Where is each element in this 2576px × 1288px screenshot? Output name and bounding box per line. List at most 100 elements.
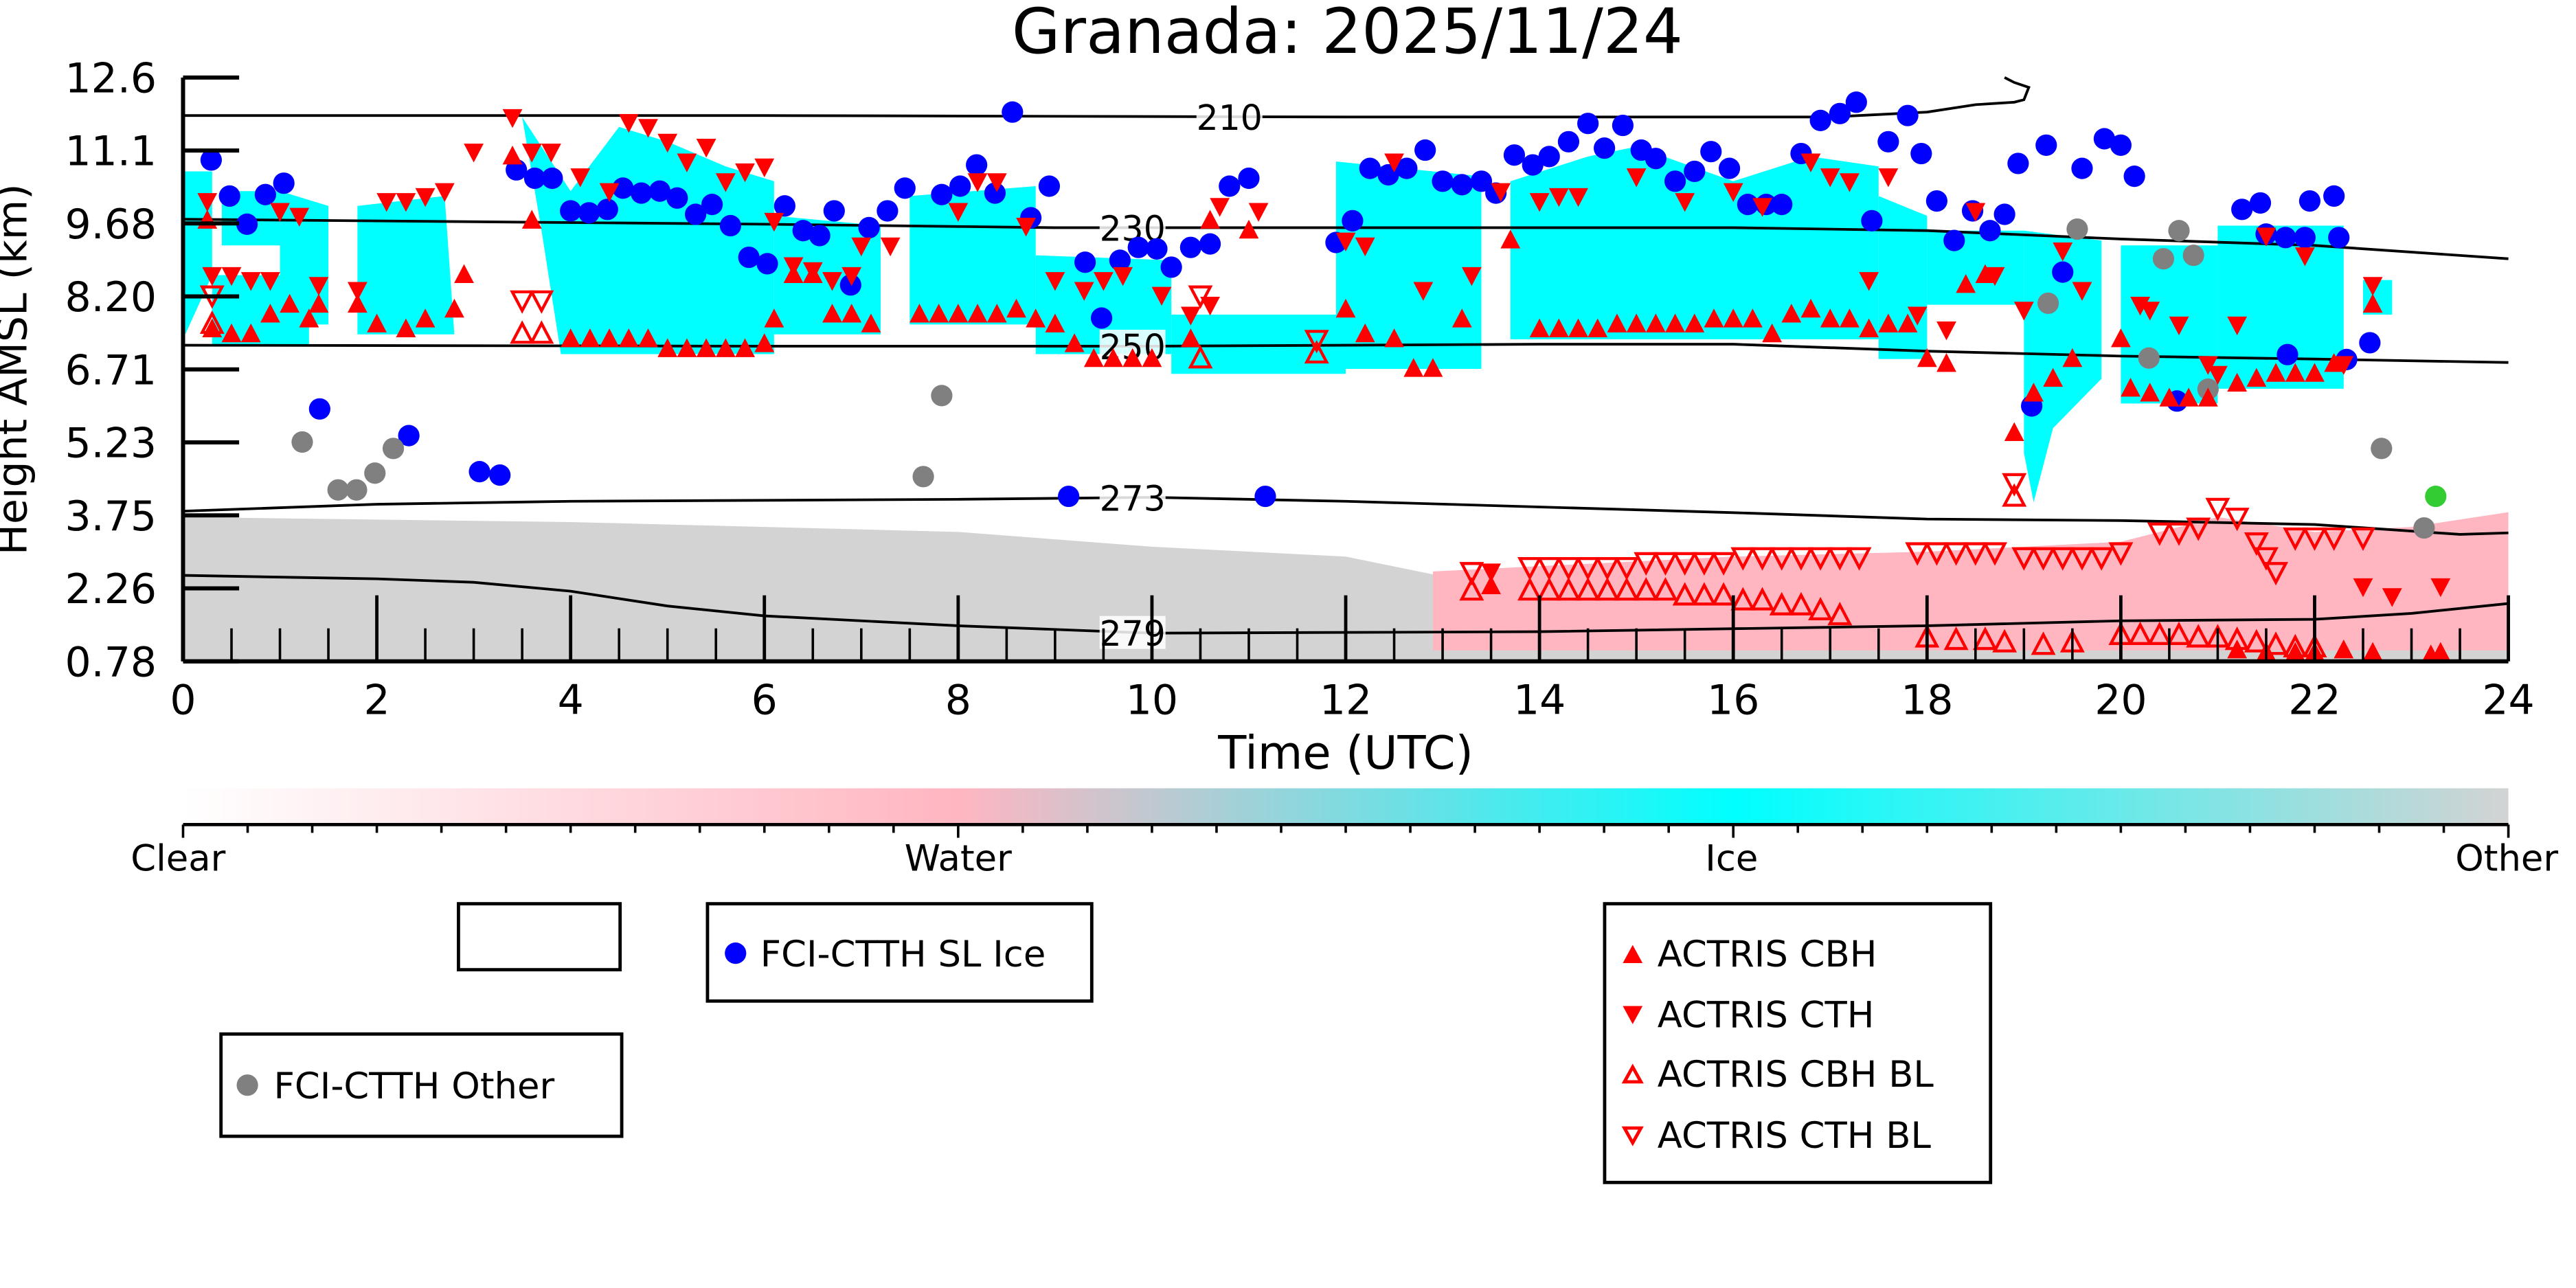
point-fci-ctth-other [912,466,934,488]
point-actris-cbh [1665,313,1685,332]
point-fci-ctth-sl-ice [1877,131,1899,152]
point-fci-ctth-sl-ice [756,253,778,275]
point-actris-cth [434,183,455,203]
point-actris-cbh-bl [2127,621,2153,646]
phase-region-water [1432,512,2509,651]
point-actris-cth-bl [1672,552,1697,576]
point-actris-cbh [754,333,775,352]
point-fci-ctth-sl-ice [2231,199,2253,221]
point-actris-cbh [1083,348,1104,368]
point-fci-ctth-sl-ice [1925,190,1948,212]
point-actris-cth [657,133,678,153]
point-fci-ctth-sl-ice [1845,91,1867,113]
point-fci-ctth-sl-ice [2035,134,2057,156]
point-actris-cbh-bl [1691,582,1717,606]
legend-label-other: FCI-CTTH Other [274,1065,555,1107]
point-actris-cbh [2266,363,2286,382]
point-fci-ctth-sl-ice [738,246,760,269]
point-actris-cbh [1122,348,1143,368]
point-actris-cbh [2159,387,2180,407]
y-axis-label: Height AMSL (km) [0,183,36,555]
point-actris-cth [202,267,223,286]
point-actris-cbh [415,308,436,328]
point-actris-cbh [454,264,474,283]
point-actris-cth [1094,272,1114,291]
point-actris-cth [1461,267,1482,286]
point-actris-cbh [715,338,736,357]
point-fci-ctth-sl-ice [560,200,582,222]
point-actris-cbh-bl [2167,621,2191,646]
point-actris-cth [1752,198,1772,217]
point-fci-ctth-sl-ice [596,199,618,221]
point-fci-ctth-sl-ice [1470,170,1493,192]
point-actris-cth-bl [1304,330,1329,354]
point-fci-ctth-sl-ice [949,175,971,197]
point-actris-cbh [677,338,697,357]
legend-marker-cth-bl [1621,1126,1644,1146]
phase-region-ice [1878,196,1928,359]
point-actris-cbh [521,210,542,229]
point-actris-cth [851,237,872,257]
point-actris-cth-bl [1769,547,1794,571]
y-tick-label: 12.6 [65,54,157,102]
colorbar: Clear Water Ice Other [131,788,2558,880]
point-actris-cth [618,114,639,133]
point-actris-cth [1723,183,1743,203]
point-actris-cth-bl [1537,556,1562,581]
point-fci-ctth-sl-ice [1414,139,1436,161]
point-fci-ctth-sl-ice [1503,144,1526,166]
point-actris-cbh [1006,298,1026,318]
point-actris-cth-bl [2069,547,2094,571]
point-actris-cbh-bl [1304,339,1329,364]
colorbar-ticks [181,824,2510,838]
point-actris-cbh [561,328,581,348]
point-actris-cth [347,282,368,301]
point-actris-cbh [1704,308,1724,328]
point-fci-ctth-sl-ice [631,182,653,204]
legend-label-cbh-bl: ACTRIS CBH BL [1658,1054,1934,1096]
point-fci-ctth-sl-ice [2359,332,2381,354]
point-actris-cbh [1200,210,1220,229]
point-actris-cth-bl [1711,552,1737,576]
point-unlabeled [2425,485,2447,508]
legend-marker-cbh [1623,945,1643,964]
point-fci-ctth-sl-ice [398,425,420,447]
point-actris-cth [270,203,290,222]
point-actris-cbh [2227,372,2248,392]
point-actris-cth-bl [1517,556,1542,581]
point-actris-cth [260,272,280,291]
point-actris-cbh [2334,640,2354,659]
point-actris-cbh [735,338,755,357]
point-actris-cbh [986,304,1007,323]
point-fci-ctth-sl-ice [2274,227,2296,249]
point-fci-ctth-other [2371,438,2393,460]
point-actris-cbh [1568,318,1588,338]
point-fci-ctth-sl-ice [2071,157,2093,179]
point-fci-ctth-sl-ice [839,274,861,296]
point-actris-cth-bl [1691,552,1717,576]
y-tick-label: 0.78 [65,638,157,686]
point-actris-cth [2169,316,2189,336]
point-actris-cbh-bl [2002,483,2027,507]
point-actris-cbh [2004,422,2024,442]
point-actris-cbh [618,328,639,348]
point-fci-ctth-sl-ice [308,398,330,420]
phase-region-ice [1927,230,2024,305]
point-fci-ctth-sl-ice [2298,190,2321,212]
point-actris-cbh [822,304,842,323]
point-actris-cth [986,173,1007,192]
point-actris-cth [1113,267,1133,286]
point-fci-ctth-sl-ice [1557,131,1580,152]
point-actris-cbh-bl [1808,596,1833,621]
phase-region-ice [1510,146,1879,339]
x-tick-label: 2 [363,677,389,725]
x-tick-label: 10 [1126,677,1178,725]
point-fci-ctth-other [382,438,405,460]
phase-region-ice [1335,161,1482,370]
point-actris-cbh-bl [199,310,225,335]
point-actris-cth [1016,218,1036,237]
point-actris-cbh [580,328,600,348]
legend-actris: ACTRIS CBH ACTRIS CTH ACTRIS CBH BL ACTR… [1603,902,1993,1184]
point-actris-cbh [1684,313,1705,332]
point-actris-cbh [308,293,329,313]
